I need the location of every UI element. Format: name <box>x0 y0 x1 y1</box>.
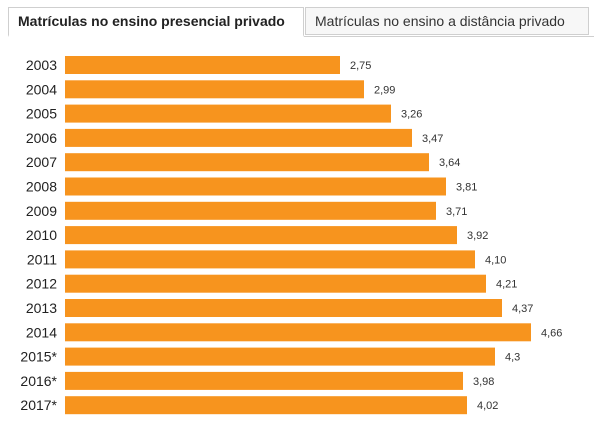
category-label: 2012 <box>26 276 57 292</box>
value-label: 4,66 <box>541 327 562 339</box>
value-label: 4,02 <box>477 400 498 412</box>
category-label: 2010 <box>26 227 57 243</box>
category-label: 2007 <box>26 154 57 170</box>
value-label: 3,71 <box>446 206 467 218</box>
bar[interactable] <box>65 347 495 366</box>
category-label: 2009 <box>26 203 57 219</box>
value-label: 4,10 <box>485 254 506 266</box>
bar[interactable] <box>65 250 475 269</box>
category-label: 2016* <box>20 373 57 389</box>
category-label: 2015* <box>20 349 57 365</box>
value-label: 4,21 <box>496 279 517 291</box>
bar[interactable] <box>65 104 391 123</box>
category-label: 2004 <box>26 81 57 97</box>
bar[interactable] <box>65 201 436 220</box>
category-label: 2006 <box>26 130 57 146</box>
bar[interactable] <box>65 371 463 390</box>
bar[interactable] <box>65 56 340 74</box>
value-label: 3,92 <box>467 230 488 242</box>
bar[interactable] <box>65 226 457 245</box>
category-label: 2003 <box>26 57 57 73</box>
value-label: 3,47 <box>422 133 443 145</box>
enrollment-bar-chart: 2003 2,75 2004 2,99 2005 3,26 2006 3,47 2007 3,64… <box>20 56 562 415</box>
bar[interactable] <box>65 153 429 172</box>
bar[interactable] <box>65 177 446 196</box>
value-label: 4,37 <box>512 303 533 315</box>
bar[interactable] <box>65 396 467 415</box>
value-label: 3,98 <box>473 376 494 388</box>
value-label: 3,81 <box>456 182 477 194</box>
category-label: 2008 <box>26 179 57 195</box>
category-label: 2011 <box>27 251 57 267</box>
category-label: 2013 <box>26 300 57 316</box>
value-label: 4,3 <box>505 352 520 364</box>
value-label: 3,64 <box>439 157 460 169</box>
chart-tabs: Matrículas no ensino presencial privado … <box>8 7 594 37</box>
bar[interactable] <box>65 299 502 317</box>
bar[interactable] <box>65 80 364 99</box>
bar[interactable] <box>65 128 412 147</box>
bar[interactable] <box>65 274 486 293</box>
bar[interactable] <box>65 323 531 342</box>
tab-presencial-privado[interactable]: Matrículas no ensino presencial privado <box>8 7 304 37</box>
value-label: 2,99 <box>374 84 395 96</box>
category-label: 2014 <box>26 324 57 340</box>
value-label: 3,26 <box>401 109 422 121</box>
category-label: 2017* <box>20 397 57 413</box>
bars-group: 2003 2,75 2004 2,99 2005 3,26 2006 3,47 2007 3,64… <box>20 56 562 415</box>
value-label: 2,75 <box>350 60 371 72</box>
tab-distancia-privado[interactable]: Matrículas no ensino a distância privado <box>305 7 589 35</box>
category-label: 2005 <box>26 106 57 122</box>
